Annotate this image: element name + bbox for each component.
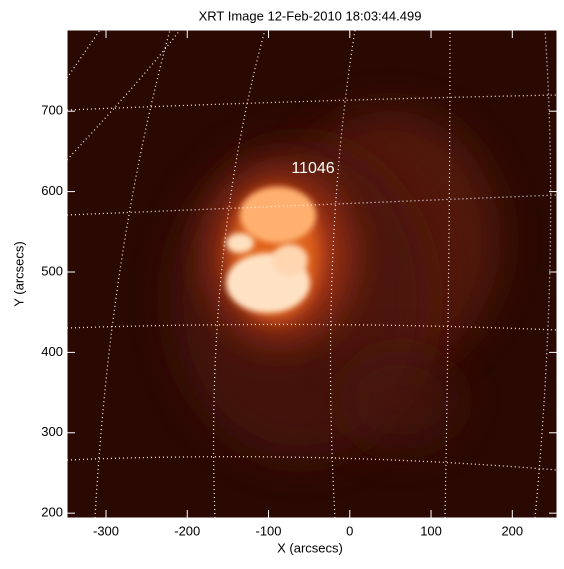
y-tick-label: 500 (41, 263, 63, 278)
x-tick-label: 0 (346, 523, 353, 538)
y-tick-label: 300 (41, 424, 63, 439)
y-axis-label: Y (arcsecs) (11, 241, 26, 307)
solar-image: 11046 (67, 30, 557, 518)
chart-title: XRT Image 12-Feb-2010 18:03:44.499 (199, 8, 422, 23)
annotation: 11046 (291, 160, 334, 177)
x-tick-label: -300 (93, 523, 119, 538)
y-tick-label: 400 (41, 344, 63, 359)
y-tick-label: 700 (41, 103, 63, 118)
x-tick-label: 200 (501, 523, 523, 538)
x-axis-label: X (arcsecs) (277, 540, 343, 555)
y-tick-label: 200 (41, 505, 63, 520)
plot-frame (66, 29, 558, 519)
x-tick-label: 100 (420, 523, 442, 538)
x-tick-label: -200 (174, 523, 200, 538)
x-tick-label: -100 (256, 523, 282, 538)
y-tick-label: 600 (41, 183, 63, 198)
